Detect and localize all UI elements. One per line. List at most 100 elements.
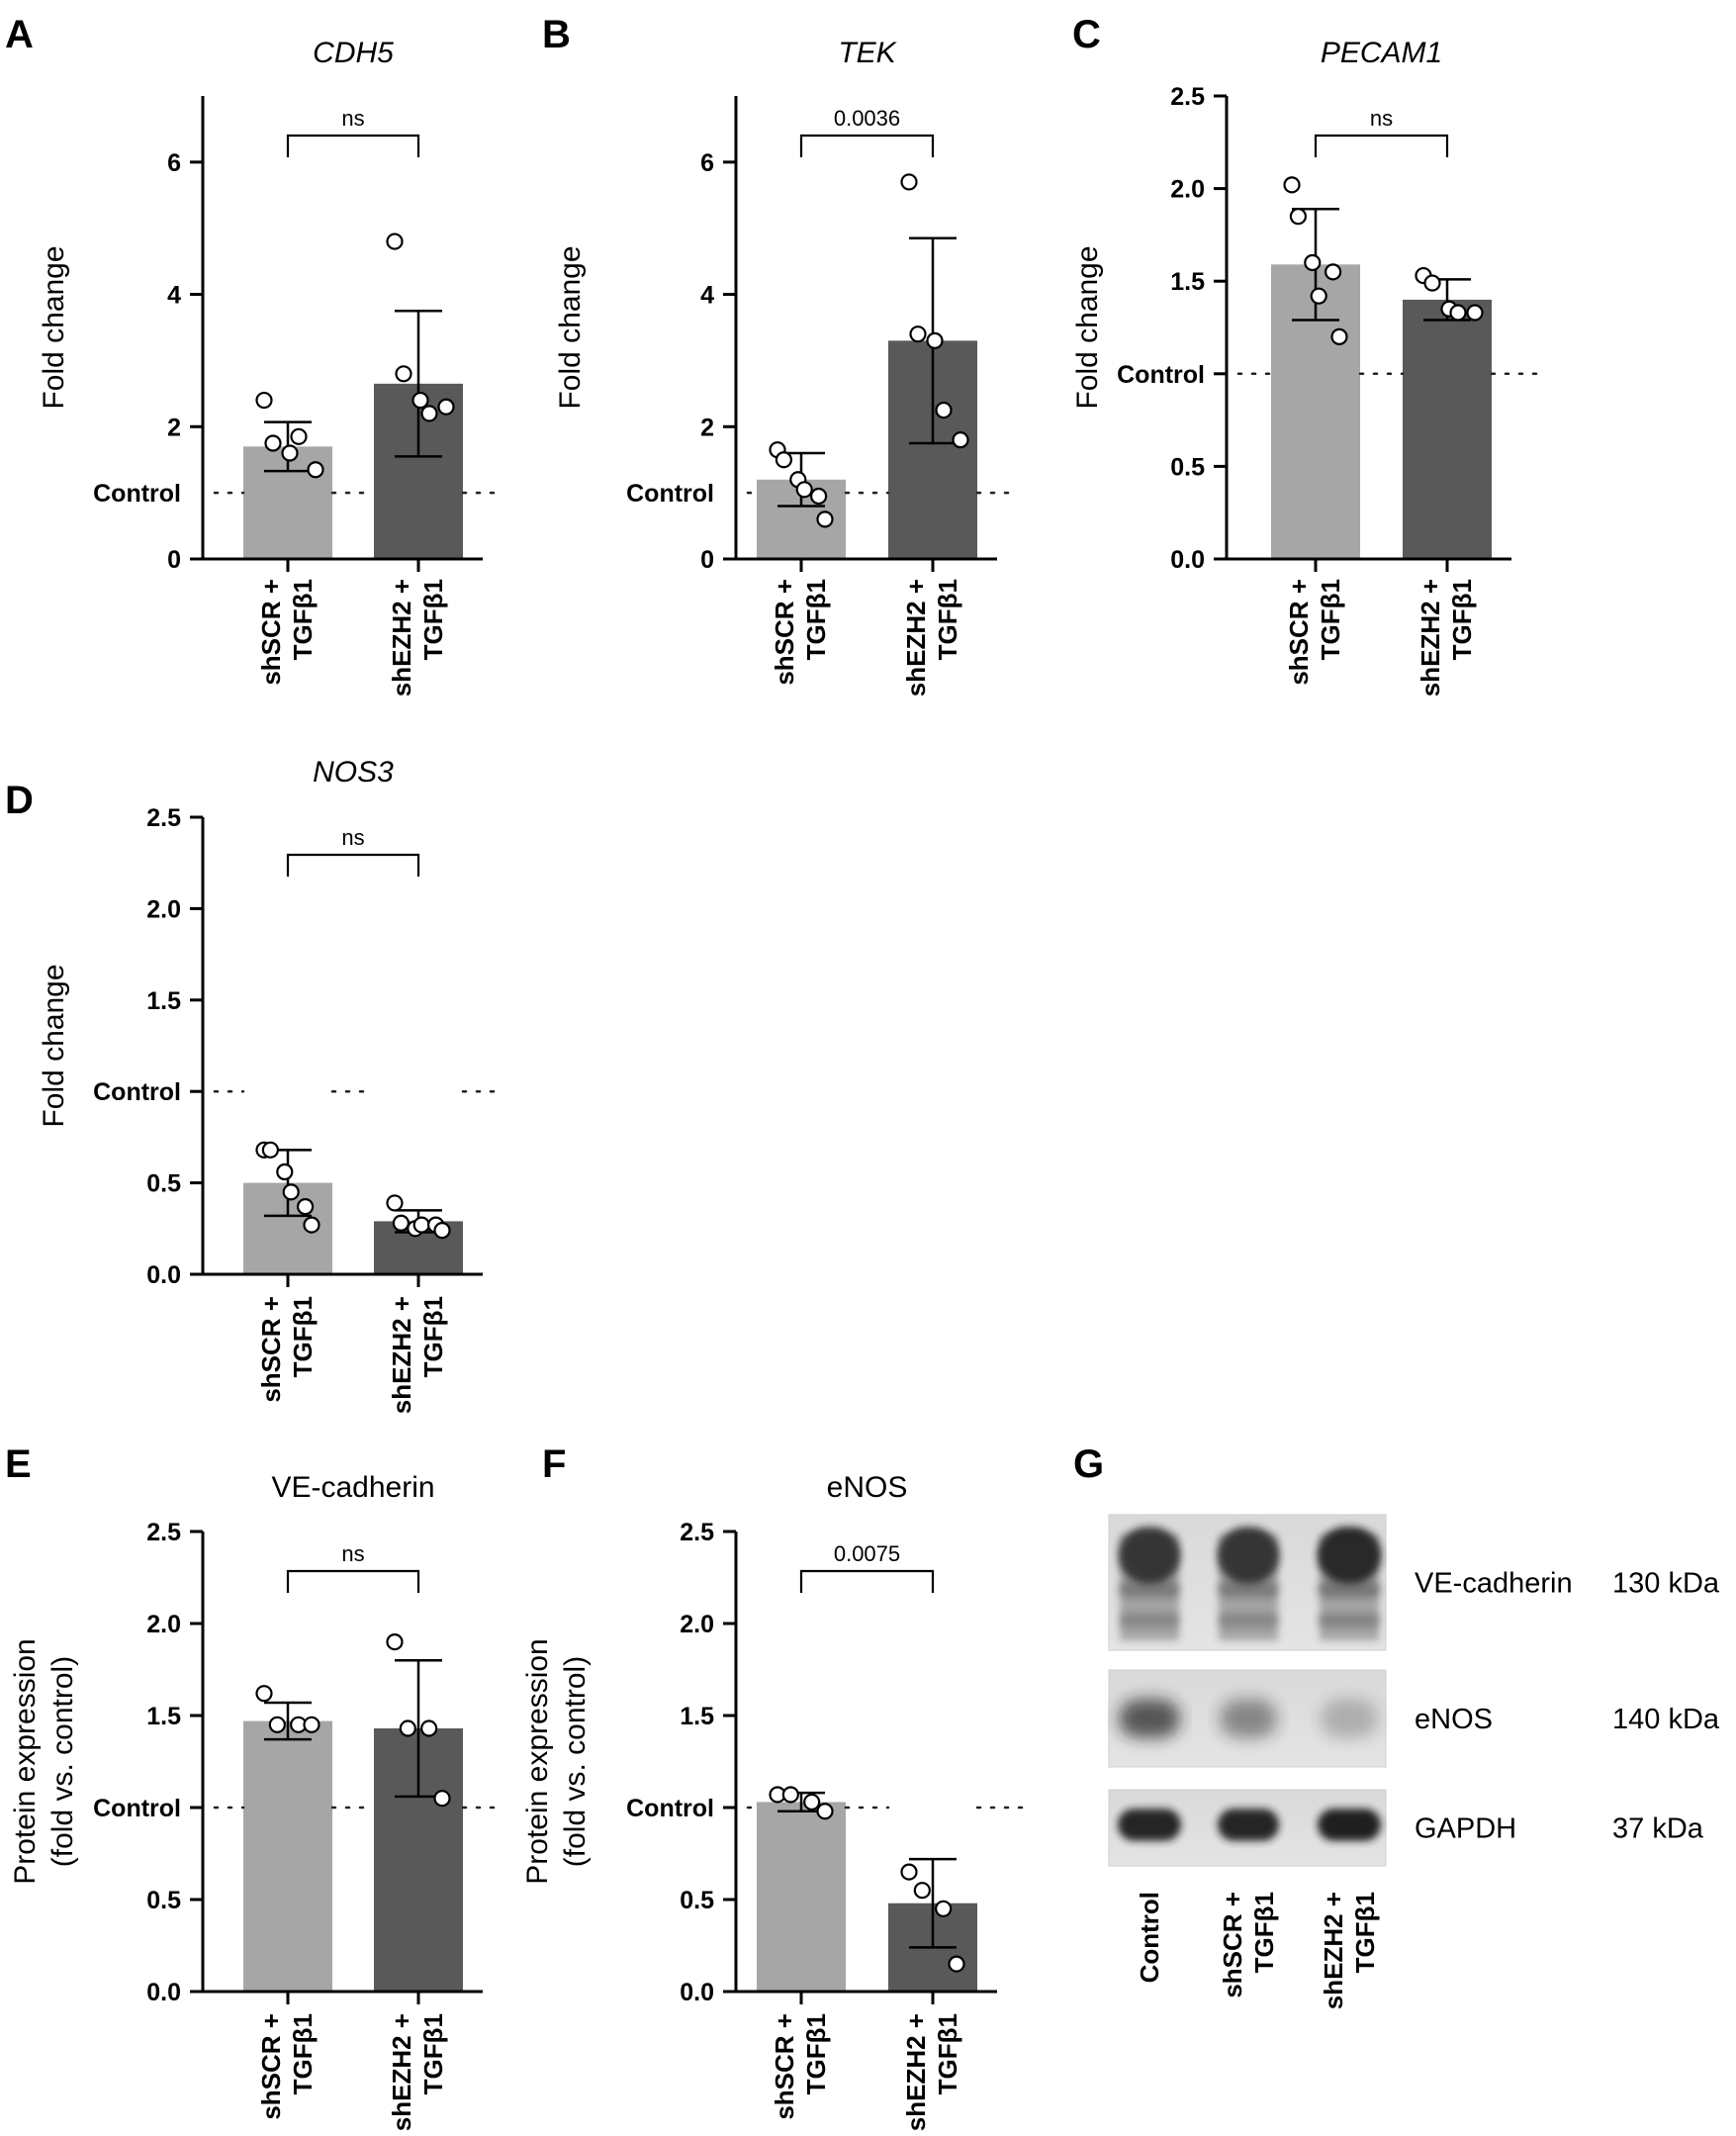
significance-label: ns — [341, 1541, 364, 1566]
chart-panel-C: C PECAM1 Fold change 0.0 0.5 Control 1.5 2.0 2.5… — [1071, 13, 1545, 697]
y-tick-label: 2.0 — [146, 1611, 181, 1638]
western-blot-panel: G VE-cadherin 130 kDa eNOS 140 kDa GAPDH 37 kD… — [1073, 1442, 1720, 2009]
y-tick-label: 1.5 — [1170, 268, 1205, 296]
data-point — [803, 1793, 821, 1811]
data-point — [935, 1900, 953, 1917]
data-point — [909, 325, 927, 343]
blot-strip-2: GAPDH 37 kDa — [1108, 1789, 1704, 1867]
blot-lane-label: TGFβ1 — [1350, 1892, 1380, 1973]
category-label: TGFβ1 — [288, 2013, 318, 2094]
y-tick-label: 1.5 — [146, 1703, 181, 1730]
blot-strip-1: eNOS 140 kDa — [1108, 1669, 1720, 1768]
data-point — [795, 481, 813, 499]
blot-protein-label: eNOS — [1415, 1704, 1493, 1735]
data-point — [255, 391, 273, 410]
category-label: TGFβ1 — [288, 579, 318, 660]
blot-protein-label: GAPDH — [1415, 1813, 1516, 1845]
panel-letter: A — [5, 13, 34, 56]
panel-letter: F — [542, 1442, 566, 1486]
significance-bracket — [799, 134, 935, 157]
data-point — [1324, 263, 1342, 281]
data-point — [412, 1216, 430, 1234]
blot-band — [1218, 1809, 1279, 1841]
data-point — [297, 1198, 315, 1216]
category-label: TGFβ1 — [418, 579, 448, 660]
category-label: TGFβ1 — [801, 2013, 831, 2094]
y-tick-label: 2 — [167, 414, 181, 441]
chart-title: NOS3 — [313, 756, 394, 789]
y-tick-label: 2.5 — [146, 804, 181, 832]
data-point — [1289, 208, 1308, 226]
y-tick-label: 2.0 — [146, 895, 181, 923]
y-tick-label: 2.0 — [1170, 176, 1205, 204]
blot-lane-label: Control — [1135, 1892, 1164, 1983]
chart-title: VE-cadherin — [271, 1471, 434, 1504]
y-tick-label: 0.0 — [146, 1979, 181, 2006]
control-label: Control — [93, 1078, 181, 1106]
y-tick-label: 4 — [167, 282, 181, 310]
blot-band — [1118, 1809, 1181, 1841]
category-label: TGFβ1 — [418, 2013, 448, 2094]
data-point — [399, 1719, 416, 1737]
data-point — [255, 1685, 273, 1703]
y-tick-label: 0.0 — [146, 1261, 181, 1289]
panel-letter: E — [5, 1442, 32, 1486]
y-tick-label: 0.5 — [146, 1887, 181, 1914]
significance-label: 0.0036 — [834, 106, 900, 131]
y-tick-label: 1.5 — [146, 987, 181, 1015]
y-tick-label: 0 — [167, 546, 181, 574]
y-tick-label: 2.5 — [680, 1519, 714, 1546]
category-label: shEZH2 + — [387, 579, 416, 697]
data-point — [1423, 274, 1441, 292]
category-label: shSCR + — [256, 1296, 286, 1403]
data-point — [1449, 304, 1467, 322]
y-tick-label: 2.5 — [1170, 83, 1205, 111]
control-label: Control — [1117, 361, 1205, 389]
y-axis-label: Fold change — [1071, 245, 1104, 409]
significance-label: ns — [341, 106, 364, 131]
blot-lane-label: TGFβ1 — [1249, 1892, 1279, 1973]
y-tick-label: 2.5 — [146, 1519, 181, 1546]
y-tick-label: 0.5 — [1170, 453, 1205, 481]
y-axis-label-line: Protein expression — [521, 1638, 554, 1884]
data-point — [775, 451, 793, 469]
data-point — [282, 1183, 300, 1201]
category-label: shSCR + — [256, 579, 286, 686]
chart-title: eNOS — [827, 1471, 908, 1504]
chart-title: PECAM1 — [1321, 37, 1442, 69]
y-tick-label: 2 — [700, 414, 714, 441]
data-point — [276, 1162, 294, 1181]
y-axis-label-line: (fold vs. control) — [46, 1656, 79, 1867]
blot-smear — [1120, 1534, 1179, 1640]
data-point — [307, 461, 324, 479]
data-point — [1283, 176, 1301, 194]
control-label: Control — [626, 480, 714, 508]
data-point — [268, 1716, 286, 1733]
y-axis-label: Fold change — [38, 964, 70, 1127]
data-point — [926, 331, 944, 349]
blot-lane-label: shSCR + — [1218, 1892, 1247, 1998]
panel-letter: D — [5, 779, 34, 822]
data-point — [386, 1194, 404, 1212]
blot-size-label: 130 kDa — [1612, 1568, 1720, 1600]
category-label: TGFβ1 — [801, 579, 831, 660]
y-tick-label: 0.5 — [146, 1170, 181, 1198]
category-label: TGFβ1 — [1447, 579, 1477, 660]
data-point — [303, 1716, 320, 1733]
data-point — [392, 1214, 410, 1232]
y-tick-label: 0 — [700, 546, 714, 574]
blot-band — [1321, 1699, 1378, 1738]
category-label: shEZH2 + — [901, 579, 931, 697]
y-axis-label: Fold change — [38, 245, 70, 409]
data-point — [816, 1803, 834, 1820]
chart-panel-D: D NOS3 Fold change 0.0 0.5 Control 1.5 2.0 2.5 ns… — [5, 756, 506, 1414]
data-point — [420, 405, 438, 422]
category-label: shSCR + — [1284, 579, 1314, 686]
blot-band — [1119, 1699, 1180, 1738]
bar — [757, 1802, 846, 1992]
y-tick-label: 0.0 — [1170, 546, 1205, 574]
category-label: shSCR + — [770, 2013, 799, 2120]
